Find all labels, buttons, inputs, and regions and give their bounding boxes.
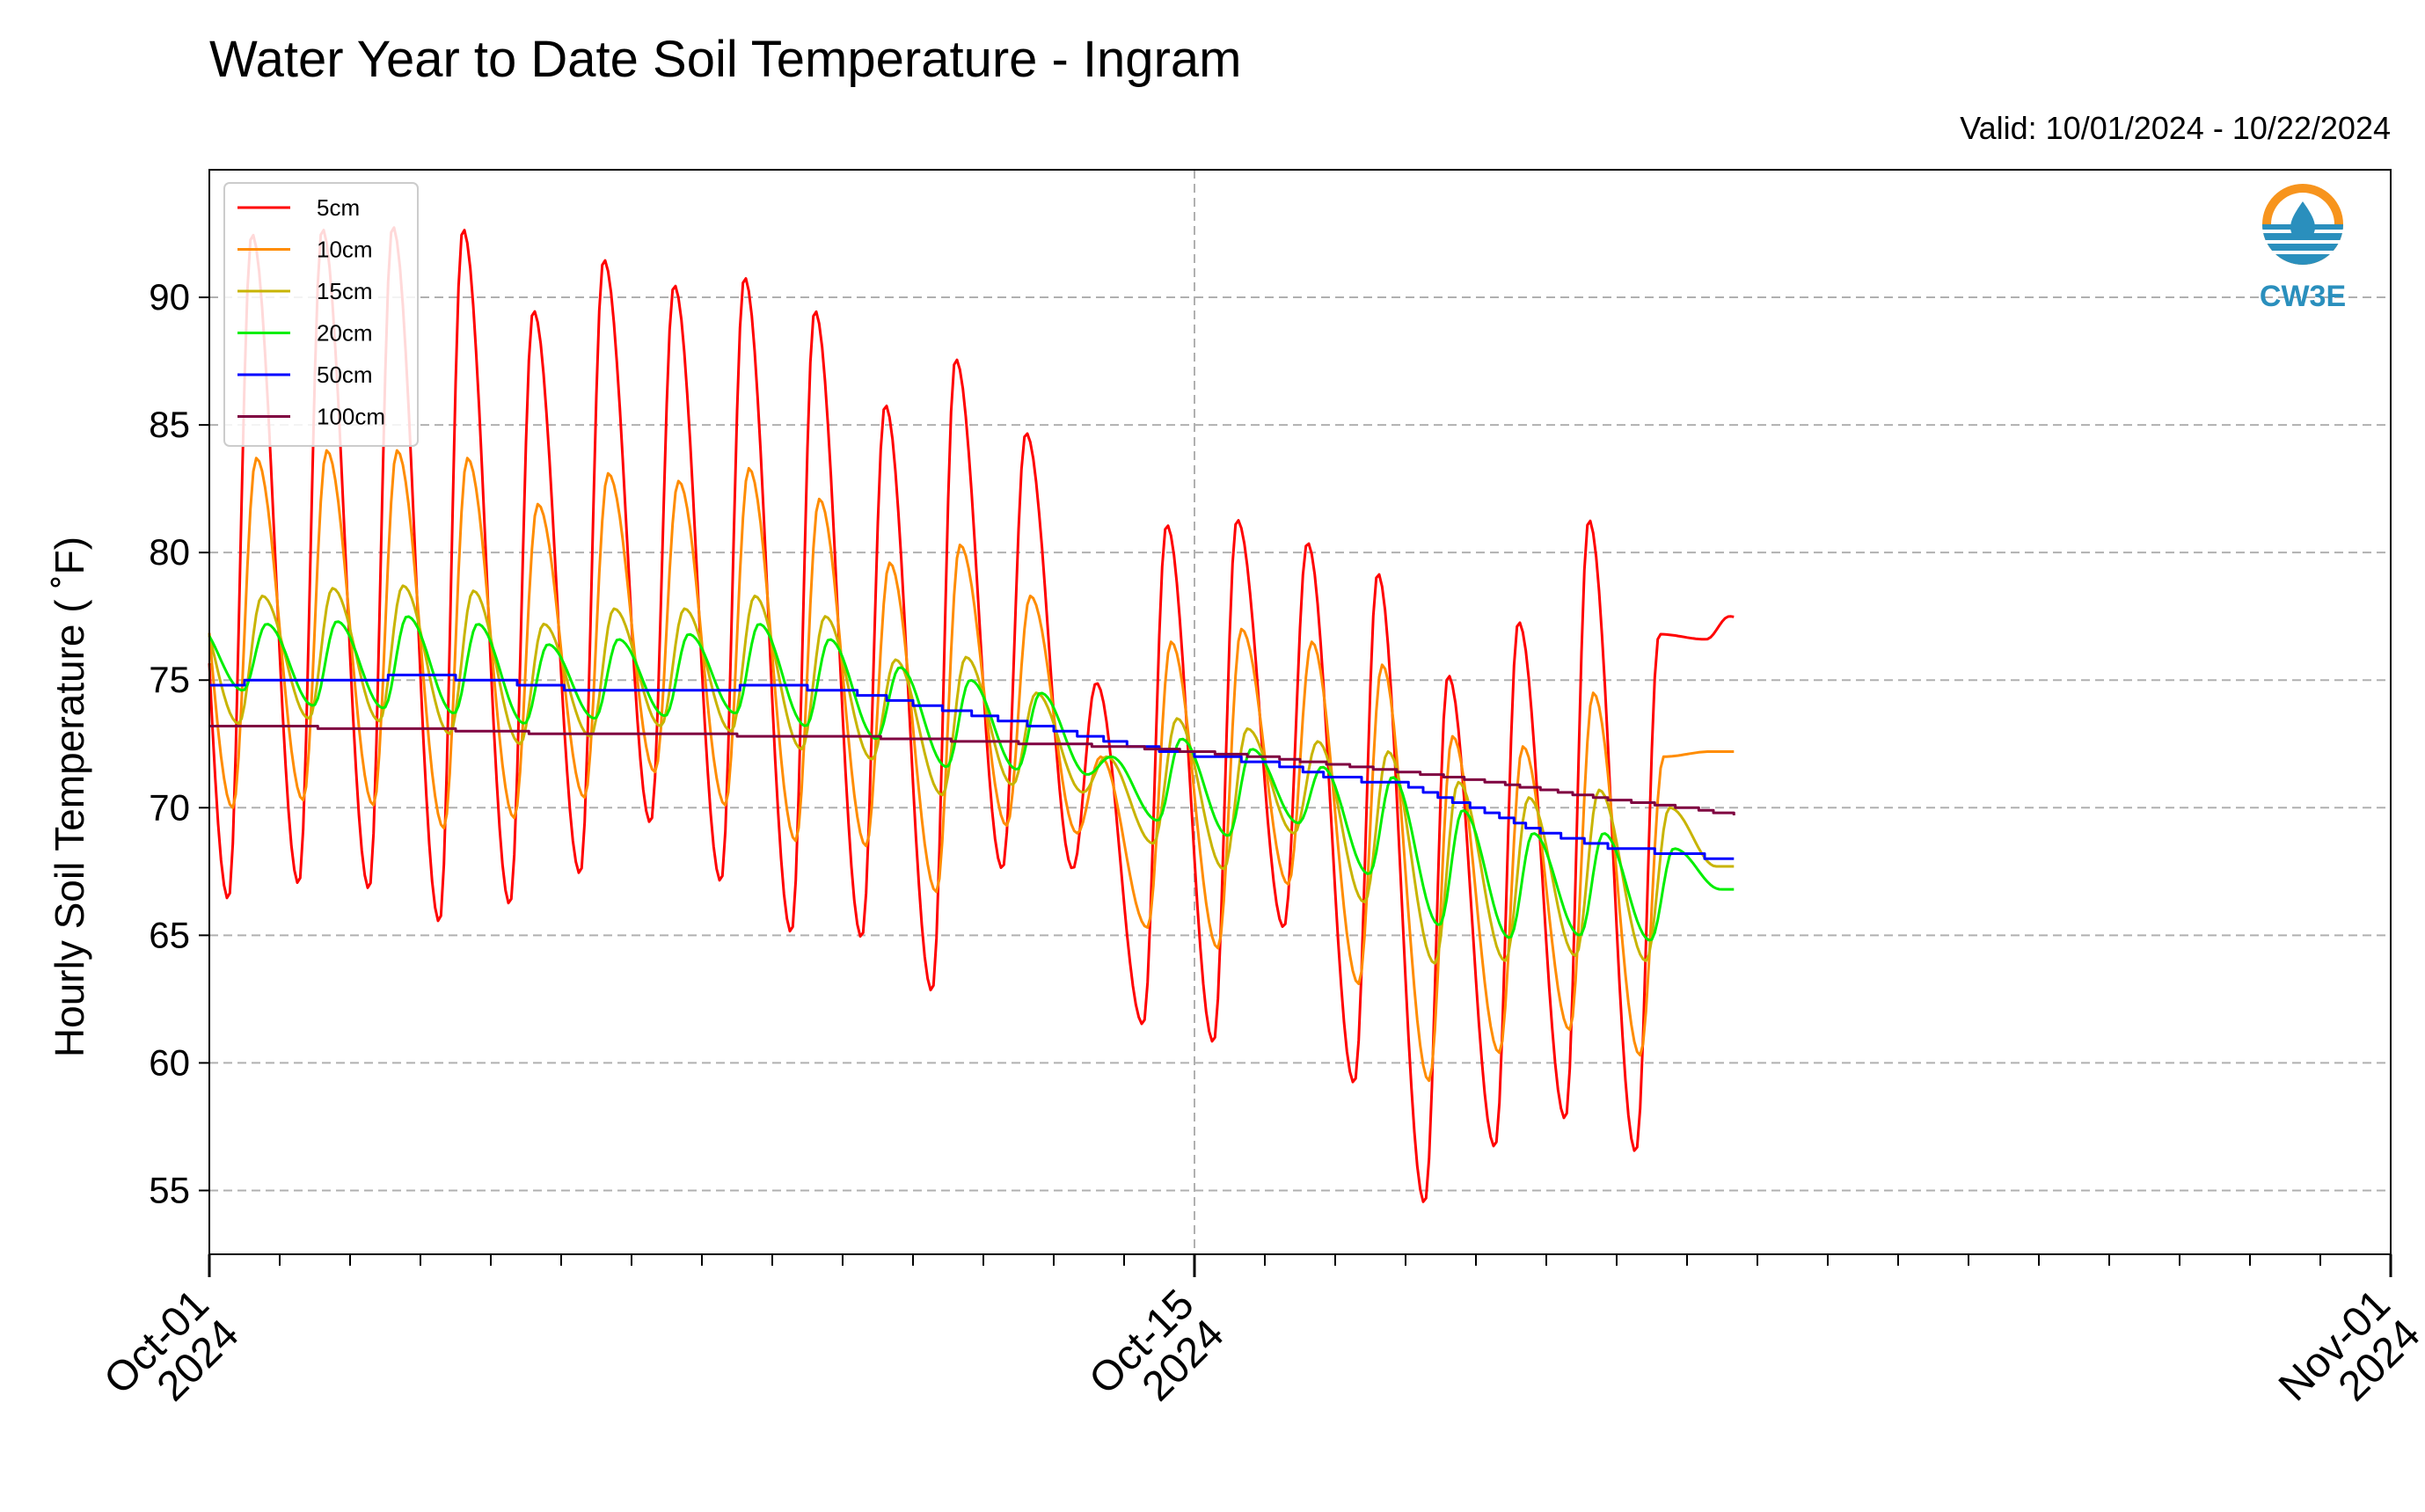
x-tick-label: Nov-012024 (2270, 1281, 2425, 1440)
chart-subtitle: Valid: 10/01/2024 - 10/22/2024 (1960, 110, 2391, 146)
axes (199, 169, 2392, 1277)
legend-label: 100cm (317, 404, 385, 430)
y-axis-label: Hourly Soil Temperature ( ˚F) (47, 537, 92, 1057)
x-tick-label: Oct-152024 (1080, 1281, 1232, 1433)
y-tick-label: 85 (149, 404, 190, 445)
y-tick-label: 90 (149, 276, 190, 318)
logo-icon (2262, 184, 2343, 265)
y-tick-label: 55 (149, 1169, 190, 1210)
series-lines (208, 226, 1735, 1203)
series-line-50cm (209, 673, 1735, 860)
x-tick-labels: Oct-012024 Oct-152024 Nov-012024 (95, 1281, 2425, 1440)
legend-label: 20cm (317, 320, 373, 347)
legend-label: 15cm (317, 278, 373, 304)
series-line-5cm (208, 226, 1735, 1203)
chart-title: Water Year to Date Soil Temperature - In… (209, 31, 1241, 88)
plot-frame (208, 169, 2392, 1255)
y-tick-label: 65 (149, 914, 190, 955)
series-line-20cm (208, 615, 1735, 942)
series-line-100cm (209, 725, 1735, 815)
x-tick-label: Oct-012024 (95, 1281, 247, 1433)
legend-label: 50cm (317, 362, 373, 388)
legend-label: 5cm (317, 194, 360, 221)
logo-text: CW3E (2260, 280, 2346, 313)
y-tick-label: 80 (149, 531, 190, 573)
y-tick-label: 75 (149, 659, 190, 700)
y-tick-label: 60 (149, 1041, 190, 1083)
y-tick-label: 70 (149, 786, 190, 828)
legend: 5cm 10cm 15cm 20cm 50cm 100cm (223, 182, 419, 447)
grid-lines (208, 170, 2392, 1254)
y-tick-labels: 55 60 65 70 75 80 85 90 (149, 276, 190, 1210)
series-line-15cm (208, 584, 1735, 965)
series-line-10cm (208, 449, 1735, 1083)
legend-label: 10cm (317, 237, 373, 263)
cw3e-logo: CW3E (2260, 184, 2346, 313)
